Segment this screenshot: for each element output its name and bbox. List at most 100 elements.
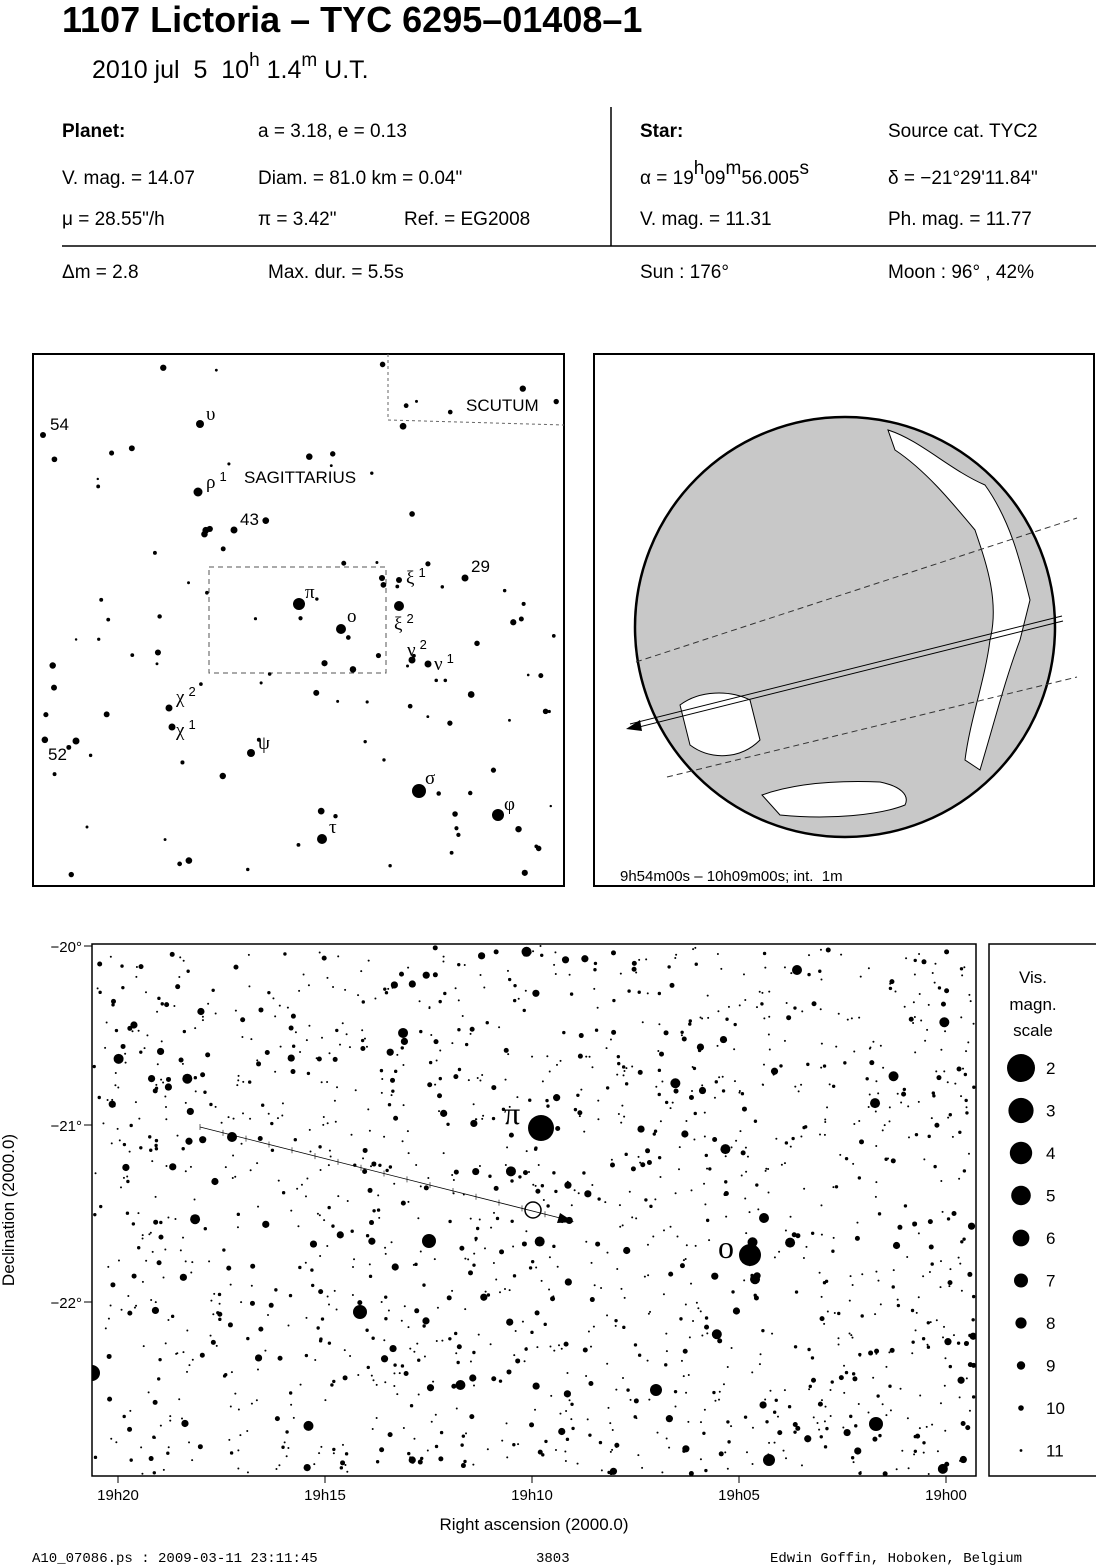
star — [473, 1252, 476, 1255]
star — [400, 1319, 403, 1322]
star — [207, 1002, 210, 1005]
star — [535, 845, 542, 852]
star — [474, 1236, 478, 1241]
star — [430, 1420, 433, 1423]
star — [633, 1415, 637, 1419]
star — [393, 1069, 398, 1074]
star — [203, 1227, 207, 1231]
star — [512, 1245, 515, 1248]
star — [917, 1296, 920, 1299]
star — [939, 1017, 950, 1028]
star — [231, 1177, 234, 1180]
star — [268, 1302, 274, 1308]
star — [512, 1443, 516, 1447]
ra-s: s — [799, 158, 809, 179]
star-label: φ — [504, 794, 515, 815]
star — [426, 715, 430, 719]
star — [169, 1415, 172, 1418]
star — [362, 1147, 368, 1153]
star — [351, 1294, 354, 1297]
star — [768, 1048, 771, 1051]
star — [668, 1446, 671, 1449]
star — [622, 1074, 625, 1077]
star — [442, 955, 445, 958]
star — [187, 581, 190, 585]
star — [852, 1162, 855, 1165]
star — [236, 1226, 239, 1229]
star — [844, 1156, 849, 1161]
star — [913, 1434, 917, 1439]
star — [658, 1023, 661, 1026]
star — [697, 1307, 700, 1310]
star — [751, 1463, 754, 1466]
star — [907, 1105, 910, 1108]
star-letter: σ — [425, 768, 435, 789]
star — [881, 1403, 884, 1406]
star — [200, 1072, 206, 1078]
star — [548, 1070, 551, 1073]
star — [624, 1082, 629, 1086]
star — [492, 809, 504, 821]
star — [499, 1249, 505, 1255]
star — [664, 1100, 669, 1105]
star — [340, 1460, 346, 1466]
star — [611, 1448, 614, 1451]
star — [937, 986, 942, 990]
star — [260, 1103, 265, 1107]
star — [875, 1080, 878, 1083]
star — [887, 1157, 890, 1160]
star — [315, 597, 319, 601]
star — [191, 1358, 194, 1361]
star — [744, 1197, 747, 1200]
star — [384, 1381, 387, 1384]
star — [139, 1146, 143, 1150]
star — [640, 1162, 646, 1168]
scale-label: 10 — [1046, 1399, 1065, 1418]
star — [521, 869, 528, 876]
star — [570, 1402, 574, 1407]
star — [218, 1302, 221, 1305]
star — [322, 1116, 325, 1119]
star — [146, 1034, 149, 1037]
star — [662, 1293, 665, 1296]
star — [498, 1026, 501, 1029]
star — [409, 1456, 412, 1459]
star — [407, 1326, 410, 1329]
star — [508, 1132, 514, 1138]
star — [472, 1167, 480, 1176]
star — [433, 1258, 436, 1261]
star — [745, 1170, 748, 1173]
star — [711, 1272, 719, 1280]
star — [535, 1266, 538, 1269]
star — [941, 1210, 944, 1213]
star — [609, 1467, 618, 1475]
star — [516, 1096, 519, 1099]
star — [285, 1430, 289, 1434]
star — [185, 857, 193, 864]
star — [422, 1234, 436, 1248]
star — [617, 1061, 621, 1066]
star — [388, 1165, 393, 1169]
star — [927, 1219, 933, 1225]
star — [336, 699, 340, 703]
star — [927, 1472, 930, 1475]
star — [135, 1304, 138, 1307]
star — [384, 1252, 387, 1255]
star — [122, 1142, 127, 1147]
scale-dot — [1009, 1141, 1033, 1165]
star — [926, 1343, 929, 1346]
star — [380, 1301, 383, 1304]
star — [254, 1354, 263, 1362]
star — [160, 1078, 163, 1081]
star — [912, 1001, 915, 1004]
star — [907, 1467, 910, 1470]
star — [793, 1345, 798, 1349]
star — [322, 1123, 325, 1126]
star — [337, 955, 340, 958]
star — [935, 1319, 938, 1322]
star — [706, 1167, 709, 1170]
star — [147, 1391, 150, 1394]
star — [181, 1417, 184, 1420]
star — [425, 561, 431, 567]
